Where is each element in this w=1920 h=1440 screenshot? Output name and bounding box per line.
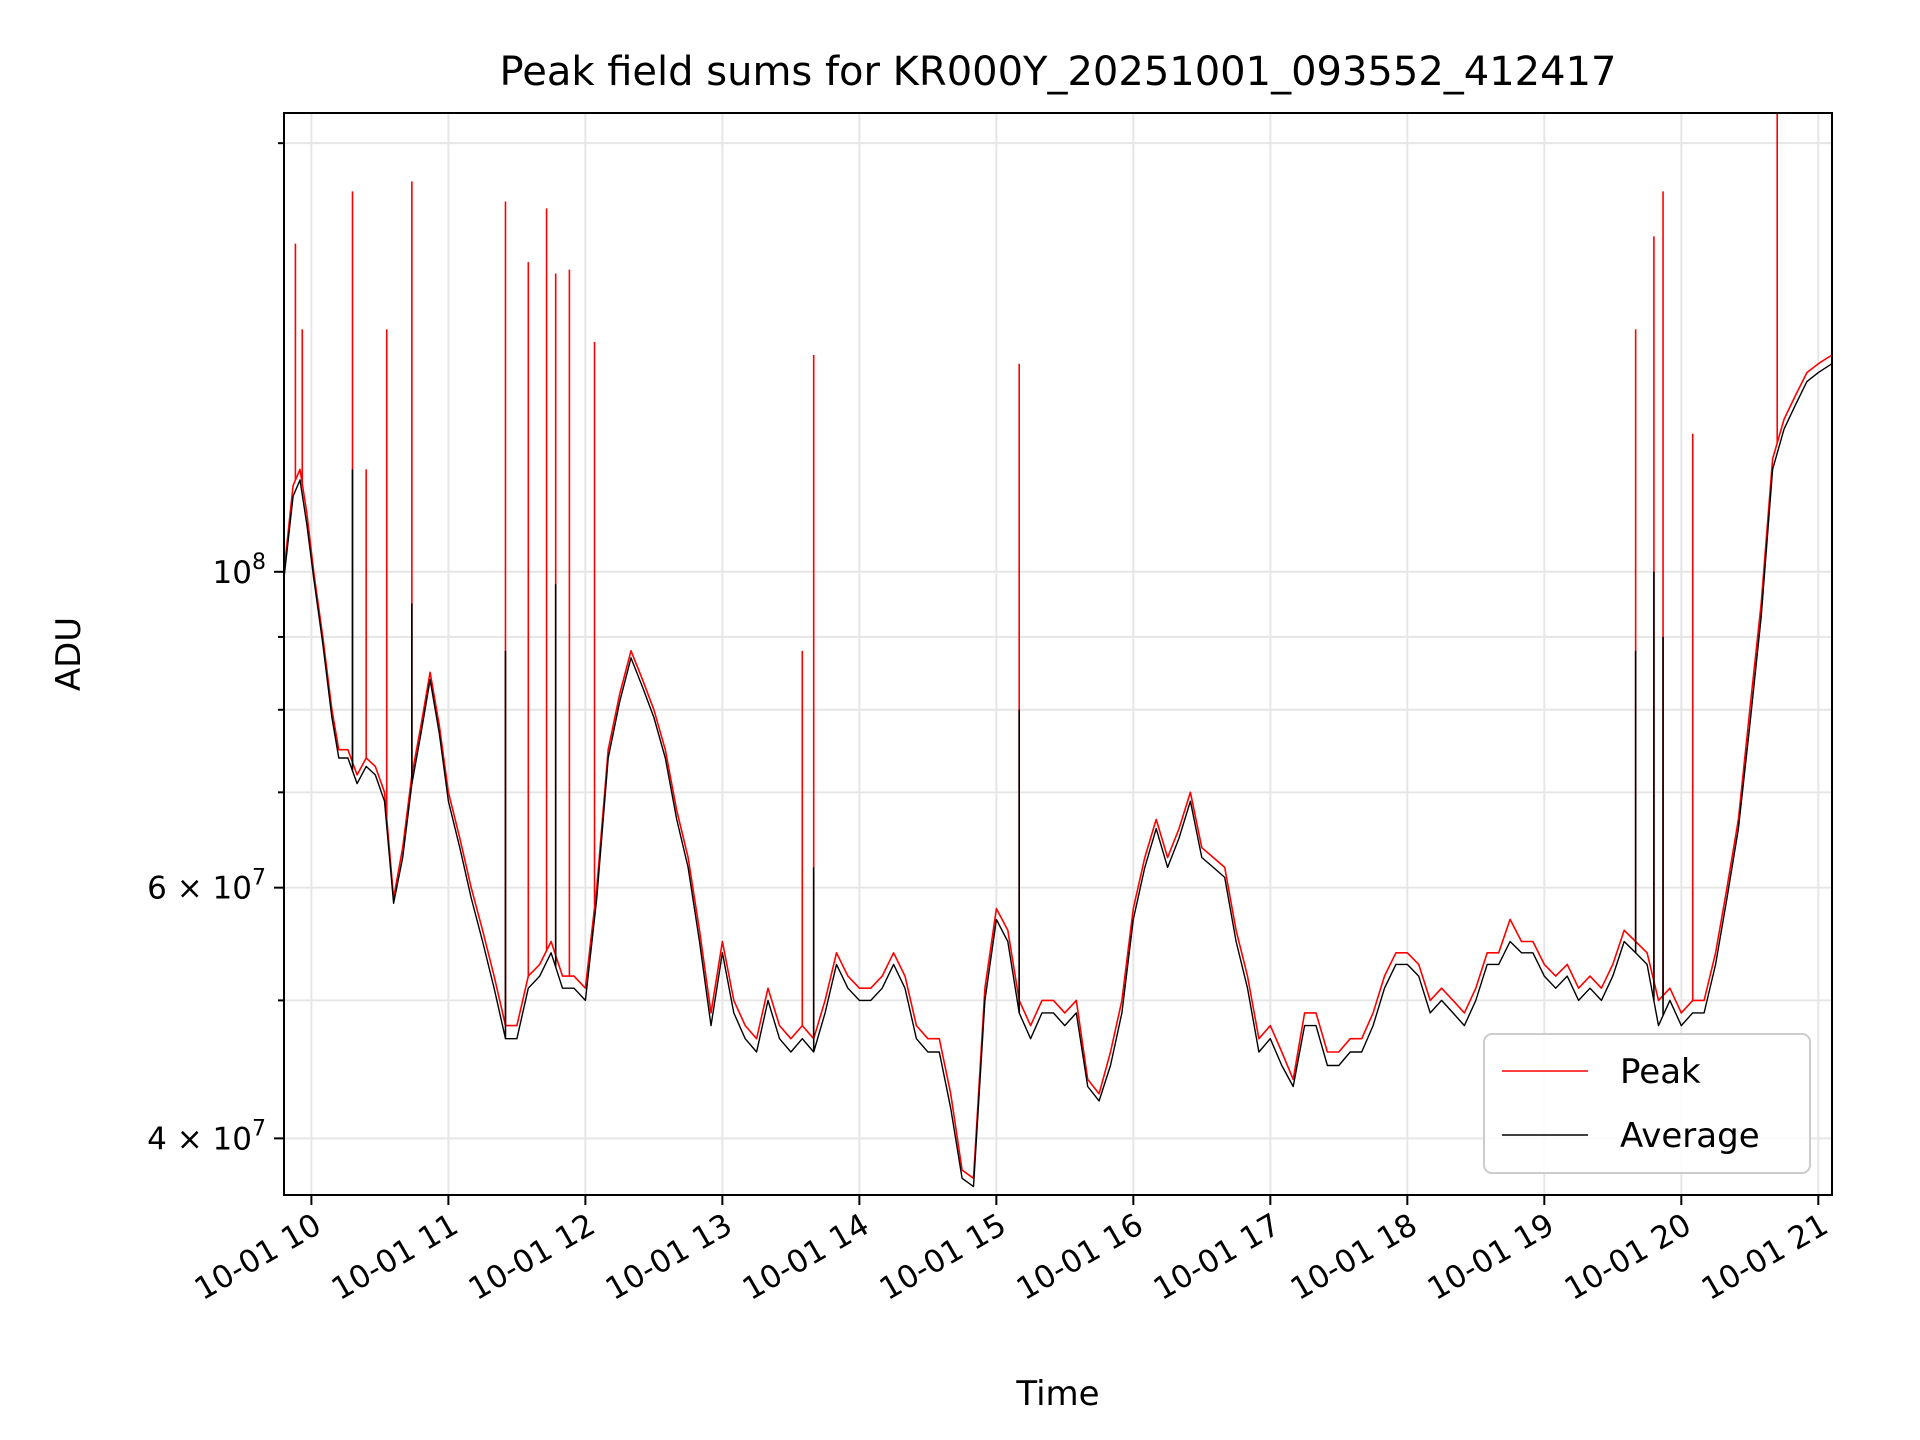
y-tick-exponent: 7 bbox=[252, 1116, 266, 1141]
y-tick-label: 6 × 107 bbox=[147, 866, 266, 907]
series-average bbox=[283, 363, 1833, 1188]
plot-frame bbox=[283, 112, 1833, 1196]
legend-box bbox=[1483, 1033, 1811, 1174]
y-tick-label: 108 bbox=[213, 550, 266, 591]
y-tick-multiplier: × 10 bbox=[167, 1121, 252, 1157]
x-tick-label: 10-01 14 bbox=[737, 1207, 876, 1308]
x-tick-label: 10-01 10 bbox=[189, 1207, 328, 1308]
series-line-average bbox=[283, 363, 1833, 1188]
x-tick-label: 10-01 19 bbox=[1422, 1207, 1561, 1308]
x-tick-label: 10-01 17 bbox=[1148, 1207, 1287, 1308]
series-layer bbox=[283, 113, 1833, 1188]
x-tick-label: 10-01 13 bbox=[600, 1207, 739, 1308]
x-axis-label: Time bbox=[1015, 1374, 1099, 1414]
y-tick-label: 4 × 107 bbox=[147, 1116, 266, 1157]
y-tick-mantissa: 4 bbox=[147, 1121, 167, 1157]
legend-label-average: Average bbox=[1620, 1116, 1760, 1156]
legend-label-peak: Peak bbox=[1620, 1052, 1701, 1092]
y-tick-exponent: 8 bbox=[252, 550, 266, 575]
legend: Peak Average bbox=[1483, 1033, 1811, 1174]
y-axis-label: ADU bbox=[49, 617, 89, 691]
x-tick-label: 10-01 18 bbox=[1285, 1207, 1424, 1308]
chart-title: Peak field sums for KR000Y_20251001_0935… bbox=[500, 49, 1617, 95]
x-tick-label: 10-01 20 bbox=[1559, 1207, 1698, 1308]
series-line-peak bbox=[283, 354, 1833, 1180]
x-tick-label: 10-01 11 bbox=[326, 1207, 465, 1308]
y-tick-multiplier: × 10 bbox=[167, 871, 252, 907]
x-tick-label: 10-01 15 bbox=[874, 1207, 1013, 1308]
x-tick-label: 10-01 12 bbox=[463, 1207, 602, 1308]
y-tick-mantissa: 6 bbox=[147, 871, 167, 907]
y-tick-exponent: 7 bbox=[252, 866, 266, 891]
grid bbox=[284, 113, 1832, 1195]
x-tick-label: 10-01 16 bbox=[1011, 1207, 1150, 1308]
x-tick-label: 10-01 21 bbox=[1696, 1207, 1835, 1308]
y-tick-mantissa: 10 bbox=[213, 555, 252, 591]
